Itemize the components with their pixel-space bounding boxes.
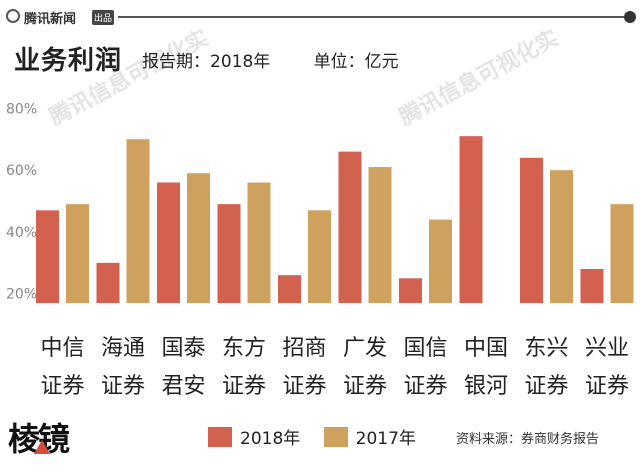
report-meta: 报告期：2018年 单位：亿元 xyxy=(142,47,437,72)
x-category-label: 证券 xyxy=(101,374,145,399)
y-tick-label: 20% xyxy=(6,287,37,303)
x-category-label: 证券 xyxy=(524,374,568,399)
bar-2017 xyxy=(550,170,573,303)
bar-2017 xyxy=(368,167,392,303)
y-tick-label: 40% xyxy=(6,225,37,241)
prism-logo: 棱镜 xyxy=(8,410,80,458)
bar-2018 xyxy=(399,278,422,303)
x-category-label: 证券 xyxy=(222,374,266,399)
bar-2017 xyxy=(610,204,634,303)
bar-2017 xyxy=(126,139,150,303)
bar-2018 xyxy=(580,269,604,303)
bar-2018 xyxy=(96,262,120,303)
page-title: 业务利润 xyxy=(14,46,123,76)
bar-2018 xyxy=(217,204,241,303)
news-logo-icon xyxy=(6,9,20,23)
x-category-label: 中国 xyxy=(464,336,508,361)
header-rule xyxy=(118,16,628,18)
report-period: 报告期：2018年 xyxy=(142,52,271,72)
bar-2017 xyxy=(187,173,210,303)
legend-label-2017: 2017年 xyxy=(355,429,416,449)
brand-name: 腾讯新闻 xyxy=(24,12,77,27)
x-category-label: 银河 xyxy=(464,374,508,399)
x-category-label: 国信 xyxy=(403,336,447,361)
bar-2018 xyxy=(338,151,362,303)
legend-item-2018: 2018年 xyxy=(208,424,300,449)
bar-2018 xyxy=(278,275,301,303)
x-category-label: 证券 xyxy=(343,374,387,399)
x-category-label: 证券 xyxy=(282,374,326,399)
x-category-label: 海通 xyxy=(101,336,145,361)
legend-label-2018: 2018年 xyxy=(240,429,301,449)
x-category-label: 中信 xyxy=(40,336,84,361)
header-dot-icon xyxy=(624,11,636,23)
x-category-label: 广发 xyxy=(343,336,387,361)
bar-2017 xyxy=(247,182,271,303)
x-category-label: 东方 xyxy=(222,336,266,361)
x-category-label: 招商 xyxy=(282,336,326,361)
bar-2018 xyxy=(520,157,543,303)
y-tick-label: 80% xyxy=(6,101,37,117)
bar-2018 xyxy=(36,210,59,303)
bar-2018 xyxy=(157,182,180,303)
bar-2017 xyxy=(308,210,331,303)
legend-swatch-2018 xyxy=(208,426,232,447)
prism-logo-triangle-icon xyxy=(34,440,50,454)
x-category-label: 君安 xyxy=(161,374,205,399)
x-category-label: 证券 xyxy=(585,374,629,399)
x-category-label: 兴业 xyxy=(585,336,629,361)
x-category-label: 证券 xyxy=(40,374,84,399)
legend: 2018年 2017年 xyxy=(208,424,434,449)
bar-2017 xyxy=(429,219,452,303)
data-source: 资料来源：券商财务报告 xyxy=(456,432,600,447)
legend-item-2017: 2017年 xyxy=(323,424,416,449)
report-unit: 单位：亿元 xyxy=(313,52,399,72)
x-category-label: 国泰 xyxy=(161,336,205,361)
bar-2018 xyxy=(459,136,483,303)
x-category-label: 东兴 xyxy=(524,336,568,361)
header: 腾讯新闻 出品 xyxy=(6,6,636,28)
legend-swatch-2017 xyxy=(323,426,348,447)
y-tick-label: 60% xyxy=(6,163,37,179)
brand-tag: 出品 xyxy=(92,10,115,25)
x-category-label: 证券 xyxy=(403,374,447,399)
bar-2017 xyxy=(66,204,89,303)
